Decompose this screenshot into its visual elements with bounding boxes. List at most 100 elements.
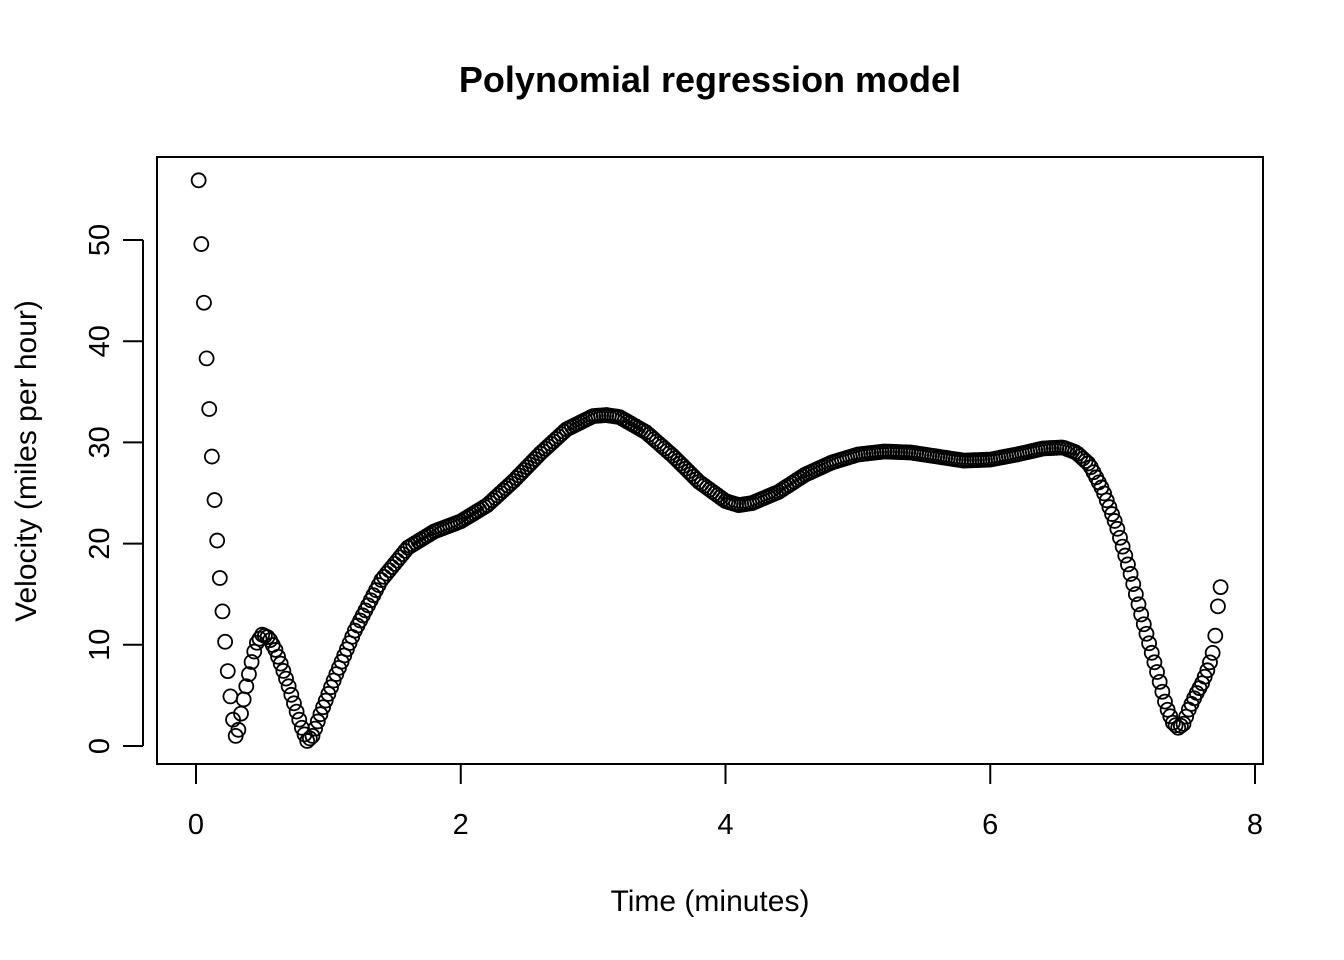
data-point [1127,586,1144,603]
data-point [1133,606,1150,623]
data-point [312,706,329,723]
data-point [1106,513,1123,529]
x-tick-label: 4 [717,809,733,841]
data-point [1098,492,1115,509]
data-point [243,654,260,670]
data-point [193,236,210,252]
data-point [317,692,334,709]
data-point [1112,529,1128,546]
y-axis-label: Velocity (miles per hour) [10,300,43,622]
plot-frame [156,156,1264,765]
data-point [230,721,247,738]
data-point [669,452,686,469]
data-point [524,453,541,470]
data-point [323,679,339,696]
data-point [1080,455,1097,472]
x-tick-label: 0 [188,809,204,841]
data-point [1130,596,1147,613]
data-point [1149,664,1165,680]
data-point [288,703,305,720]
data-point [1117,547,1134,564]
data-point [211,570,228,586]
data-point [516,462,533,478]
data-point [1202,654,1218,671]
data-point [1120,556,1136,573]
data-point [320,685,337,702]
data-point [680,463,697,480]
y-tick-label: 30 [84,426,116,458]
data-point [1165,714,1181,731]
x-tick-label: 8 [1247,809,1263,841]
data-point [267,641,284,658]
y-tick-label: 20 [84,527,116,559]
data-point [513,464,530,481]
data-point [1157,693,1173,710]
data-point [278,670,294,687]
data-point [1141,635,1157,652]
data-point [291,711,308,728]
data-point [521,456,538,473]
x-tick-label: 6 [982,809,998,841]
data-point [1154,683,1171,700]
data-point [241,666,257,683]
data-point [209,532,226,549]
data-point [1172,717,1189,734]
y-tick-label: 0 [84,738,116,754]
data-point [511,467,527,484]
data-points [190,172,1229,749]
data-point [1101,499,1118,516]
data-point [519,459,535,476]
data-point [667,450,684,467]
data-point [508,470,525,487]
data-point [1199,662,1216,679]
data-point [214,603,231,620]
data-point [238,678,255,695]
y-tick-label: 50 [84,224,116,256]
data-point [190,172,207,189]
data-point [259,629,276,646]
data-point [272,655,289,672]
data-point [206,492,223,508]
x-tick-label: 2 [453,809,469,841]
data-point [1151,673,1168,690]
data-point [672,455,689,472]
data-point [1170,719,1187,736]
data-point [1138,625,1155,642]
data-point [1143,644,1160,661]
x-ticks: 0 2 4 6 8 [188,764,1263,841]
data-point [1212,579,1229,596]
data-point [677,460,694,477]
y-tick-label: 40 [84,325,116,357]
data-point [275,663,292,679]
data-point [1210,598,1226,615]
data-point [280,678,297,695]
y-axis: 0 10 20 30 40 50 [84,224,144,754]
data-point [664,447,681,464]
data-point [1175,715,1192,732]
data-point [1114,538,1131,555]
data-point [286,695,302,712]
x-axis: 0 2 4 6 8 [188,763,1263,841]
data-point [315,699,331,716]
data-point [1122,566,1139,582]
data-point [1096,485,1112,502]
y-tick-label: 10 [84,629,116,661]
data-point [1204,645,1221,661]
data-point [304,727,321,744]
data-point [270,648,286,665]
data-point [309,713,326,730]
x-axis-label: Time (minutes) [611,885,810,918]
data-point [217,633,234,650]
data-point [1146,654,1163,671]
data-point [307,720,324,737]
data-point [683,466,699,482]
data-point [675,458,692,474]
data-point [526,451,543,467]
data-point [299,733,316,749]
data-point [201,401,218,417]
data-point [1075,450,1091,467]
data-point [198,350,215,367]
data-point [1167,717,1184,734]
data-point [505,472,522,489]
